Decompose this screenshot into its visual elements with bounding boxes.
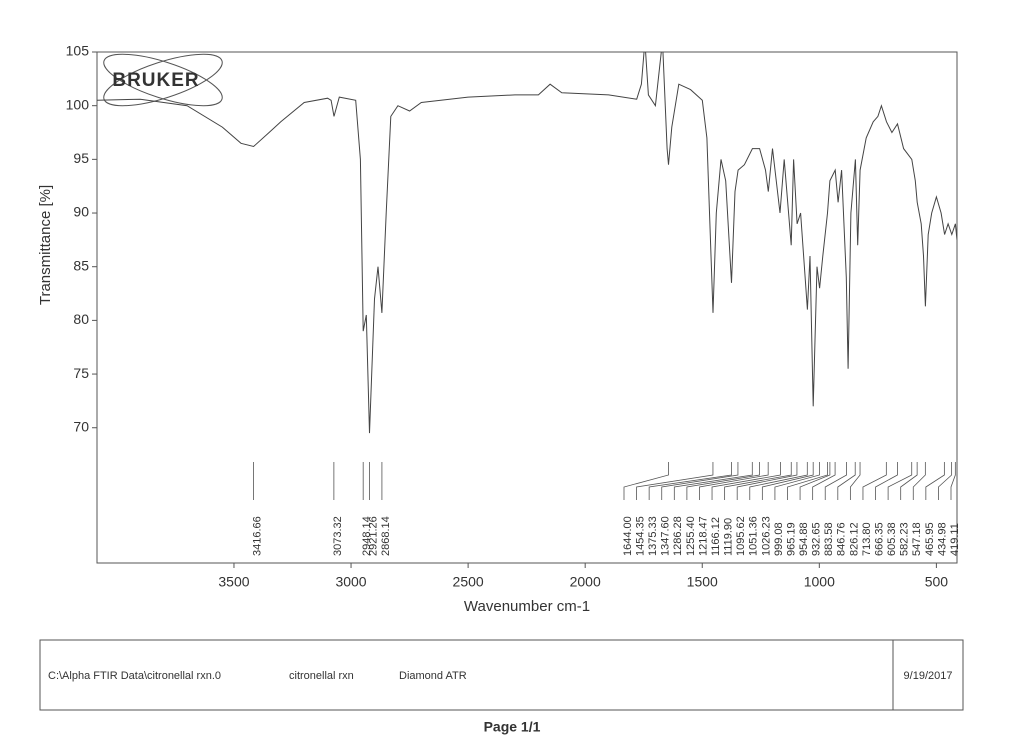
peak-label: 1347.60 — [660, 516, 672, 556]
y-tick-label: 105 — [66, 43, 90, 59]
y-tick-label: 90 — [73, 204, 89, 220]
series — [97, 52, 957, 434]
spectrum-line — [97, 52, 957, 434]
peak-label: 1166.12 — [710, 517, 722, 556]
y-tick-label: 80 — [73, 311, 89, 327]
peak-marker — [950, 462, 956, 500]
peak-marker — [699, 462, 769, 500]
peak-label: 1119.90 — [723, 518, 735, 556]
peak-label: 465.95 — [924, 522, 936, 556]
peak-marker — [875, 462, 898, 500]
peak-marker — [925, 462, 945, 500]
peak-label: 1026.23 — [760, 516, 772, 556]
peak-marker — [761, 462, 814, 500]
peak-marker — [938, 462, 953, 500]
y-tick-label: 85 — [73, 257, 89, 273]
y-tick-label: 70 — [73, 418, 89, 434]
peak-label: 1255.40 — [685, 516, 697, 556]
peak-marker — [636, 462, 714, 500]
peak-marker — [749, 462, 808, 500]
x-tick-label: 2500 — [453, 574, 484, 590]
peak-marker — [887, 462, 913, 500]
peak-marker — [837, 462, 856, 500]
peak-label: 932.65 — [811, 522, 823, 556]
peak-label: 419.11 — [949, 523, 961, 556]
y-axis-label: Transmittance [%] — [37, 185, 54, 305]
peak-label: 1286.28 — [672, 516, 684, 556]
x-tick-label: 1000 — [804, 574, 835, 590]
x-axis-label: Wavenumber cm-1 — [464, 598, 590, 615]
peak-label: 666.35 — [873, 522, 885, 556]
peak-label: 1218.47 — [697, 516, 709, 556]
peak-marker — [900, 462, 918, 500]
peak-label: 3416.66 — [251, 516, 263, 556]
peak-marker — [799, 462, 831, 500]
peak-label: 1644.00 — [622, 516, 634, 556]
footer-box — [39, 639, 964, 711]
peak-label: 582.23 — [899, 522, 911, 556]
y-tick-label: 100 — [66, 96, 90, 112]
peak-label: 965.19 — [785, 522, 797, 556]
peak-marker — [774, 462, 820, 500]
peak-label: 2948.14 — [361, 516, 373, 556]
peak-label: 826.12 — [848, 522, 860, 556]
peak-marker — [736, 462, 798, 500]
peak-marker — [812, 462, 836, 500]
footer-file: C:\Alpha FTIR Data\citronellal rxn.0 — [48, 670, 221, 682]
peak-marker — [623, 462, 669, 500]
peak-label: 605.38 — [886, 522, 898, 556]
peak-marker — [686, 462, 760, 500]
peak-label: 713.80 — [861, 522, 873, 556]
x-tick-label: 3000 — [335, 574, 366, 590]
x-tick-label: 1500 — [687, 574, 718, 590]
peak-marker — [711, 462, 781, 500]
y-tick-label: 75 — [73, 365, 89, 381]
footer-date: 9/19/2017 — [904, 670, 953, 682]
peak-marker — [661, 462, 739, 500]
x-tick-label: 500 — [925, 574, 949, 590]
logo: BRUKER — [103, 53, 223, 107]
peak-marker — [862, 462, 887, 500]
logo-text: BRUKER — [112, 70, 199, 91]
peak-label: 883.58 — [823, 522, 835, 556]
peak-label: 434.98 — [936, 522, 948, 556]
peak-label: 3073.32 — [332, 516, 344, 556]
peak-label: 999.08 — [773, 522, 785, 556]
peak-label: 1454.35 — [634, 516, 646, 556]
peak-label: 1051.36 — [748, 516, 760, 556]
peak-marker — [648, 462, 732, 500]
peak-label: 1095.62 — [735, 516, 747, 556]
peak-marker — [787, 462, 828, 500]
footer-method: Diamond ATR — [399, 670, 467, 682]
page-number: Page 1/1 — [484, 719, 541, 735]
y-tick-label: 95 — [73, 150, 89, 166]
plot-frame — [96, 51, 958, 564]
peak-label: 954.88 — [798, 522, 810, 556]
peak-label: 547.18 — [911, 522, 923, 556]
peak-label: 2921.26 — [367, 516, 379, 556]
peak-marker — [724, 462, 792, 500]
x-tick-label: 3500 — [218, 574, 249, 590]
peak-marker — [849, 462, 861, 500]
x-tick-label: 2000 — [570, 574, 601, 590]
peak-label: 2868.14 — [380, 516, 392, 556]
footer-sample: citronellal rxn — [289, 670, 354, 682]
peak-marker — [673, 462, 753, 500]
peak-marker — [912, 462, 926, 500]
peak-label: 1375.33 — [647, 516, 659, 556]
peak-label: 846.76 — [836, 522, 848, 556]
peak-marker — [824, 462, 847, 500]
